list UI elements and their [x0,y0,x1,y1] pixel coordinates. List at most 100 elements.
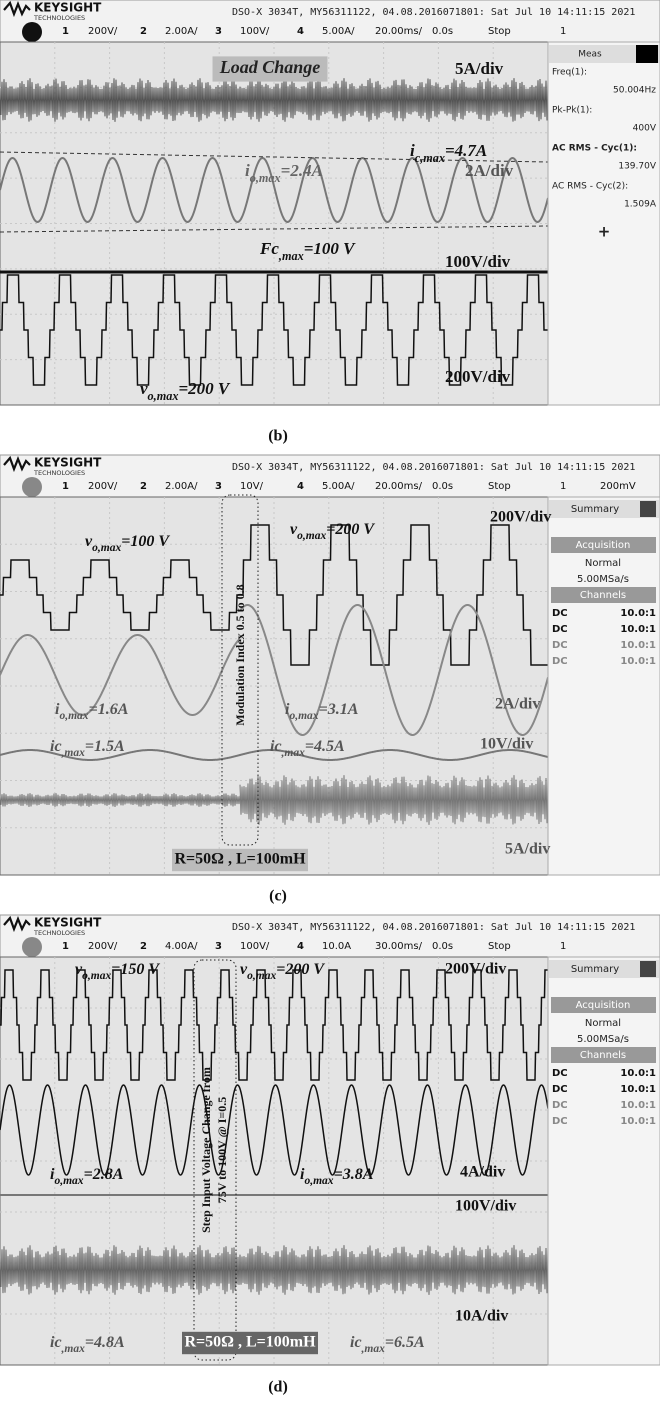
caption: (c) [269,888,287,905]
side-item: DC [552,1084,568,1095]
side-icon [640,961,656,977]
channel-setting: 200V/ [88,941,118,952]
measurement: + [598,223,611,241]
channel-setting: 2 [140,26,147,37]
annotation-sub: ,max [361,1343,386,1355]
measurement: Pk-Pk(1): [552,106,592,116]
annotation: Step Input Voltage Change from [199,1067,213,1233]
annotation-rest: =4.8A [85,1334,125,1351]
channel-setting: 10V/ [240,481,264,492]
side-item: 10.0:1 [620,1116,656,1127]
channel-setting: 1 [560,941,566,952]
brand: KEYSIGHT [34,456,102,470]
side-item: DC [552,608,568,619]
side-item: Summary [571,964,619,975]
channel-setting: 2.00A/ [165,26,198,37]
scope-info: DSO-X 3034T, MY56311122, 04.08.201607180… [232,922,635,933]
annotation: Modulation Index 0.5 to 0.8 [233,584,247,725]
page: KEYSIGHTTECHNOLOGIESDSO-X 3034T, MY56311… [0,0,660,1403]
channel-setting: 200mV [600,481,636,492]
annotation-rest: =100 V [304,239,356,258]
scope-info: DSO-X 3034T, MY56311122, 04.08.201607180… [232,7,635,18]
annotation-rest: =4.7A [445,141,487,160]
side-item: Normal [585,558,621,569]
annotation: R=50Ω , L=100mH [184,1334,316,1351]
side-icon [640,501,656,517]
scope-panel: KEYSIGHTTECHNOLOGIESDSO-X 3034T, MY56311… [0,0,660,405]
side-item: DC [552,656,568,667]
annotation: 10V/div [480,736,533,753]
annotation-sub: ,max [281,747,306,759]
annotation-sub: o,max [148,389,179,403]
channel-setting: 20.00ms/ [375,481,423,492]
channel-setting: 2 [140,481,147,492]
channel-setting: 1 [560,26,566,37]
annotation-sub: o,max [247,970,276,982]
channel-setting: 200V/ [88,26,118,37]
channel-setting: 2 [140,941,147,952]
channel-setting: 4 [297,26,304,37]
side-item: DC [552,1100,568,1111]
annotation-rest: =3.1A [319,701,359,718]
annotation-rest: =2.4A [281,161,323,180]
menu-button [22,937,42,957]
annotation-rest: =150 V [111,961,160,978]
side-icon [636,45,658,63]
side-item: 10.0:1 [620,1100,656,1111]
channel-setting: Stop [488,26,511,37]
side-item: Acquisition [576,1000,631,1011]
side-item: 10.0:1 [620,624,656,635]
side-item: Normal [585,1018,621,1029]
channel-setting: Stop [488,941,511,952]
caption: (b) [268,428,288,445]
channel-setting: 3 [215,26,222,37]
side-item: Channels [580,1050,626,1061]
channel-setting: 3 [215,941,222,952]
measurement: Meas [578,50,602,60]
channel-setting: 100V/ [240,941,270,952]
brand: KEYSIGHT [34,1,102,15]
side-item: DC [552,640,568,651]
channel-setting: 1 [62,481,69,492]
channel-setting: 2.00A/ [165,481,198,492]
menu-button [22,477,42,497]
channel-setting: 0.0s [432,26,453,37]
measurement: 139.70V [618,162,656,172]
annotation: 100V/div [455,1198,516,1215]
side-item: Summary [571,504,619,515]
annotation-sub: c,max [415,151,445,165]
annotation-rest: =1.5A [85,738,125,755]
annotation-rest: =200 V [178,379,230,398]
annotation-sub: ,max [61,1343,86,1355]
annotation-rest: =4.5A [305,738,345,755]
side-item: 10.0:1 [620,1084,656,1095]
side-item: 10.0:1 [620,608,656,619]
channel-setting: 30.00ms/ [375,941,423,952]
annotation: 75V to 100V @ I=0.5 [215,1097,229,1204]
annotation-rest: =200 V [276,961,325,978]
annotation: R=50Ω , L=100mH [174,851,306,868]
scope-panel: KEYSIGHTTECHNOLOGIESDSO-X 3034T, MY56311… [0,455,660,875]
side-item: 10.0:1 [620,656,656,667]
channel-setting: 200V/ [88,481,118,492]
measurement: Freq(1): [552,68,587,78]
side-item: Acquisition [576,540,631,551]
annotation-sub: ,max [278,249,304,263]
brand-sub: TECHNOLOGIES [33,929,85,937]
channel-setting: 100V/ [240,26,270,37]
menu-button [22,22,42,42]
annotation-rest: =100 V [121,533,170,550]
measurement: AC RMS - Cyc(2): [552,182,628,192]
annotation-main: ic [50,738,62,755]
annotation: 200V/div [445,367,511,386]
annotation-sub: o,max [297,530,326,542]
annotation-main: ic [50,1334,62,1351]
brand: KEYSIGHT [34,916,102,930]
annotation-sub: o,max [250,171,281,185]
side-item: 5.00MSa/s [577,1034,629,1045]
caption: (d) [268,1379,288,1396]
annotation-sub: o,max [54,1175,83,1187]
annotation: 5A/div [455,59,504,78]
channel-setting: 1 [62,941,69,952]
